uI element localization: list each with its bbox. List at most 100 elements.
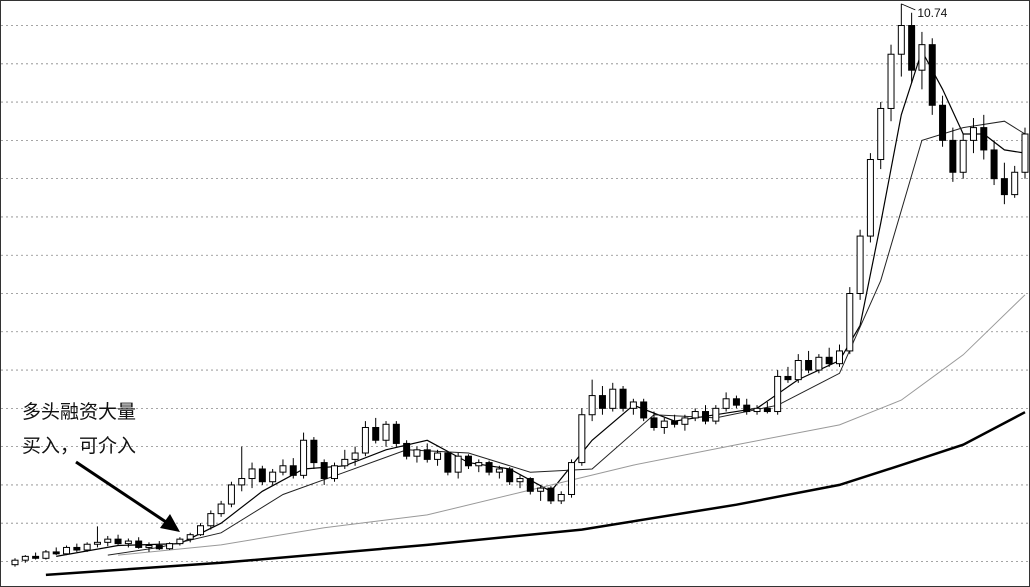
candle-body — [289, 465, 297, 476]
candle-body — [557, 493, 565, 502]
moving-average-line — [118, 294, 1026, 556]
annotation-arrowhead — [160, 514, 180, 532]
moving-average-line — [45, 411, 1026, 577]
candle-body — [330, 465, 338, 480]
candle-body — [454, 455, 462, 473]
candle-body — [732, 398, 740, 406]
candle-body — [609, 388, 617, 409]
candle-body — [186, 534, 194, 540]
candle-body — [52, 551, 60, 555]
candle-body — [320, 462, 328, 480]
candle-body — [691, 411, 699, 419]
candle-body — [1021, 133, 1029, 173]
candle-body — [217, 503, 225, 515]
candle-body — [135, 540, 143, 548]
candle-body — [155, 545, 163, 550]
candle-body — [124, 540, 132, 545]
candle-body — [269, 471, 277, 483]
candle-body — [949, 139, 957, 173]
candle-body — [835, 350, 843, 365]
candle-body — [475, 462, 483, 467]
candle-body — [83, 543, 91, 551]
candle-body — [753, 407, 761, 413]
candle-body — [856, 235, 864, 294]
annotation-line: 买入，可介入 — [22, 435, 136, 457]
candle-body — [702, 411, 710, 422]
candle-body — [959, 139, 967, 173]
candle-body — [485, 462, 493, 473]
candle-body — [42, 551, 50, 559]
candle-body — [114, 538, 122, 545]
candle-body — [93, 541, 101, 545]
candle-body — [825, 356, 833, 365]
candle-body — [444, 452, 452, 473]
candle-body — [403, 442, 411, 457]
candle-body — [969, 127, 977, 141]
candle-body — [392, 423, 400, 444]
candle-body — [423, 449, 431, 460]
candle-body — [784, 375, 792, 381]
candle-body — [351, 452, 359, 460]
candle-body — [495, 468, 503, 473]
candle-body — [310, 439, 318, 464]
candle-body — [279, 465, 287, 473]
candle-body — [526, 478, 534, 492]
candle-body — [248, 468, 256, 480]
candle-body — [650, 417, 658, 428]
candle-body — [939, 104, 947, 141]
candle-body — [21, 555, 29, 561]
candle-body — [887, 53, 895, 109]
candle-body — [763, 407, 771, 413]
candle-body — [897, 25, 905, 55]
candle-body — [382, 423, 390, 441]
candle-body — [794, 359, 802, 381]
peak-label: 10.74 — [917, 6, 947, 20]
moving-average-line — [107, 120, 1026, 556]
annotation-arrow — [75, 460, 173, 528]
candle-body — [300, 439, 308, 476]
candle-body — [866, 159, 874, 237]
candle-body — [712, 407, 720, 422]
candle-body — [1000, 178, 1008, 196]
candle-body — [341, 458, 349, 467]
candle-body — [681, 417, 689, 425]
candle-body — [908, 25, 916, 71]
candle-body — [578, 414, 586, 464]
candle-body — [73, 546, 81, 551]
candle-body — [660, 420, 668, 428]
candle-body — [227, 484, 235, 505]
candle-body — [537, 487, 545, 492]
candle-body — [877, 107, 885, 161]
candle-body — [619, 388, 627, 409]
candle-body — [671, 420, 679, 425]
candle-body — [207, 513, 215, 527]
candle-body — [506, 468, 514, 483]
candle-body — [640, 401, 648, 419]
candle-body — [32, 555, 40, 559]
candle-body — [258, 468, 266, 483]
candle-body — [434, 452, 442, 460]
peak-pointer — [901, 3, 916, 11]
candle-body — [928, 44, 936, 106]
candle-body — [598, 395, 606, 409]
candle-body — [980, 127, 988, 151]
candle-body — [743, 404, 751, 413]
candle-body — [361, 426, 369, 454]
candle-body — [166, 543, 174, 550]
candle-body — [145, 545, 153, 548]
candle-body — [846, 293, 854, 352]
candle-body — [815, 356, 823, 371]
candle-body — [176, 538, 184, 545]
candle-body — [918, 44, 926, 71]
candle-body — [805, 359, 813, 371]
candle-body — [63, 546, 71, 555]
candle-body — [774, 375, 782, 413]
candle-body — [516, 478, 524, 483]
candle-body — [722, 398, 730, 409]
candle-body — [547, 487, 555, 502]
candle-body — [990, 149, 998, 180]
candle-body — [238, 478, 246, 486]
annotation-line: 多头融资大量 — [22, 401, 136, 423]
